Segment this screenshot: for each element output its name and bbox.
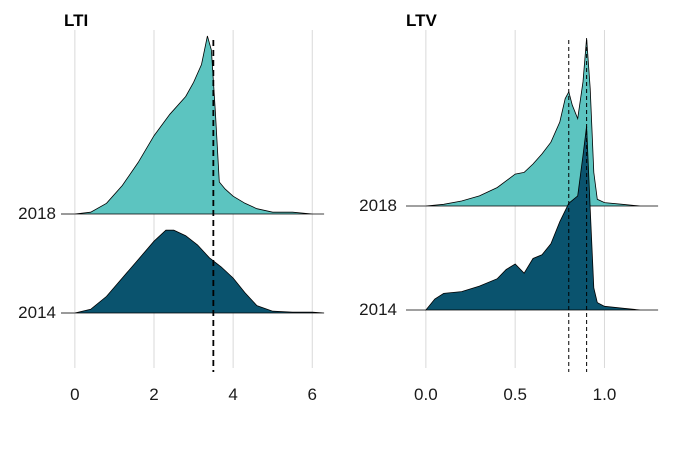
ridge-2018 [74,35,325,215]
x-tick-label: 2 [149,385,158,404]
panel-title-lti: LTI [64,11,88,30]
y-tick-label: 2018 [359,196,397,215]
y-tick-label: 2014 [359,300,397,319]
x-tick-label: 6 [308,385,317,404]
x-tick-label: 1.0 [593,385,617,404]
x-tick-label: 0 [70,385,79,404]
x-tick-label: 0.5 [503,385,527,404]
panel-title-ltv: LTV [406,11,438,30]
lti-panel: 0 2 4 6 2018 2014 [18,30,325,404]
y-tick-label: 2018 [18,204,56,223]
x-tick-label: 0.0 [414,385,438,404]
ltv-panel: 0.0 0.5 1.0 2018 2014 [359,30,659,404]
y-tick-label: 2014 [18,303,56,322]
x-tick-label: 4 [228,385,237,404]
ridge-2014 [74,229,325,314]
ridge-2014 [425,125,659,311]
ridge-2018 [425,37,659,207]
